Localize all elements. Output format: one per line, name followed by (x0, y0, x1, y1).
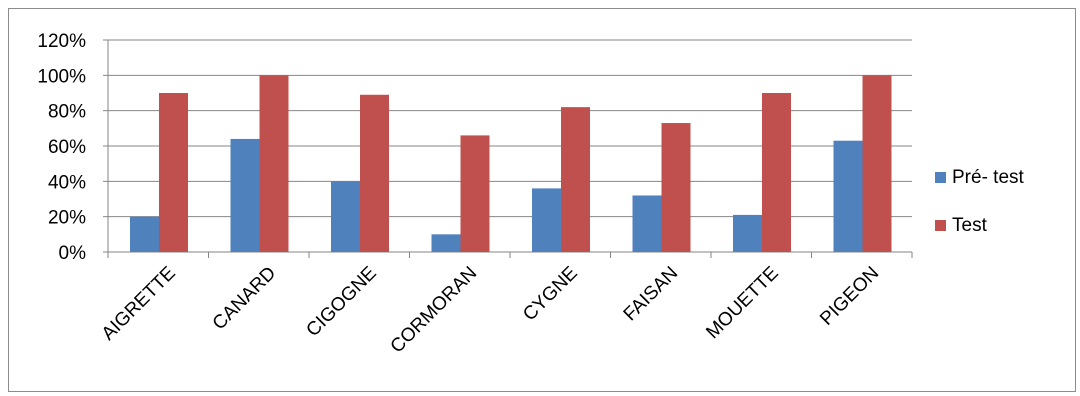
bar-pre-test (632, 195, 662, 252)
y-tick-label: 80% (48, 102, 86, 123)
legend-swatch (935, 220, 946, 231)
bar-test (460, 135, 490, 252)
x-tick-label: CORMORAN (387, 263, 482, 358)
y-tick-label: 40% (48, 172, 86, 193)
x-tick-label: FAISAN (620, 263, 683, 326)
bar-test (360, 94, 389, 253)
bar-pre-test (431, 234, 461, 252)
bar-pre-test (130, 216, 159, 252)
legend-label: Pré- test (952, 167, 1025, 188)
bar-test (259, 75, 289, 252)
x-tick-label: CYGNE (519, 263, 582, 326)
y-tick-label: 0% (59, 243, 87, 264)
y-tick-label: 100% (37, 66, 86, 87)
bar-pre-test (532, 188, 561, 252)
bar-pre-test (733, 214, 762, 252)
bar-test (561, 107, 590, 252)
bar-test (762, 93, 791, 252)
bar-test (159, 93, 188, 252)
bar-pre-test (230, 138, 260, 252)
x-tick-label: MOUETTE (702, 263, 783, 344)
y-tick-label: 20% (48, 208, 86, 229)
x-tick-label: CANARD (209, 263, 281, 335)
bar-pre-test (833, 140, 863, 252)
x-tick-label: AIGRETTE (98, 263, 180, 345)
legend-label: Test (952, 215, 988, 236)
y-tick-label: 120% (37, 31, 86, 52)
legend-swatch (935, 172, 946, 183)
x-tick-label: PIGEON (816, 263, 883, 330)
bar-test (862, 75, 892, 252)
bar-pre-test (331, 181, 360, 252)
x-tick-label: CIGOGNE (302, 263, 380, 341)
bar-test (661, 123, 691, 253)
y-tick-label: 60% (48, 137, 86, 158)
